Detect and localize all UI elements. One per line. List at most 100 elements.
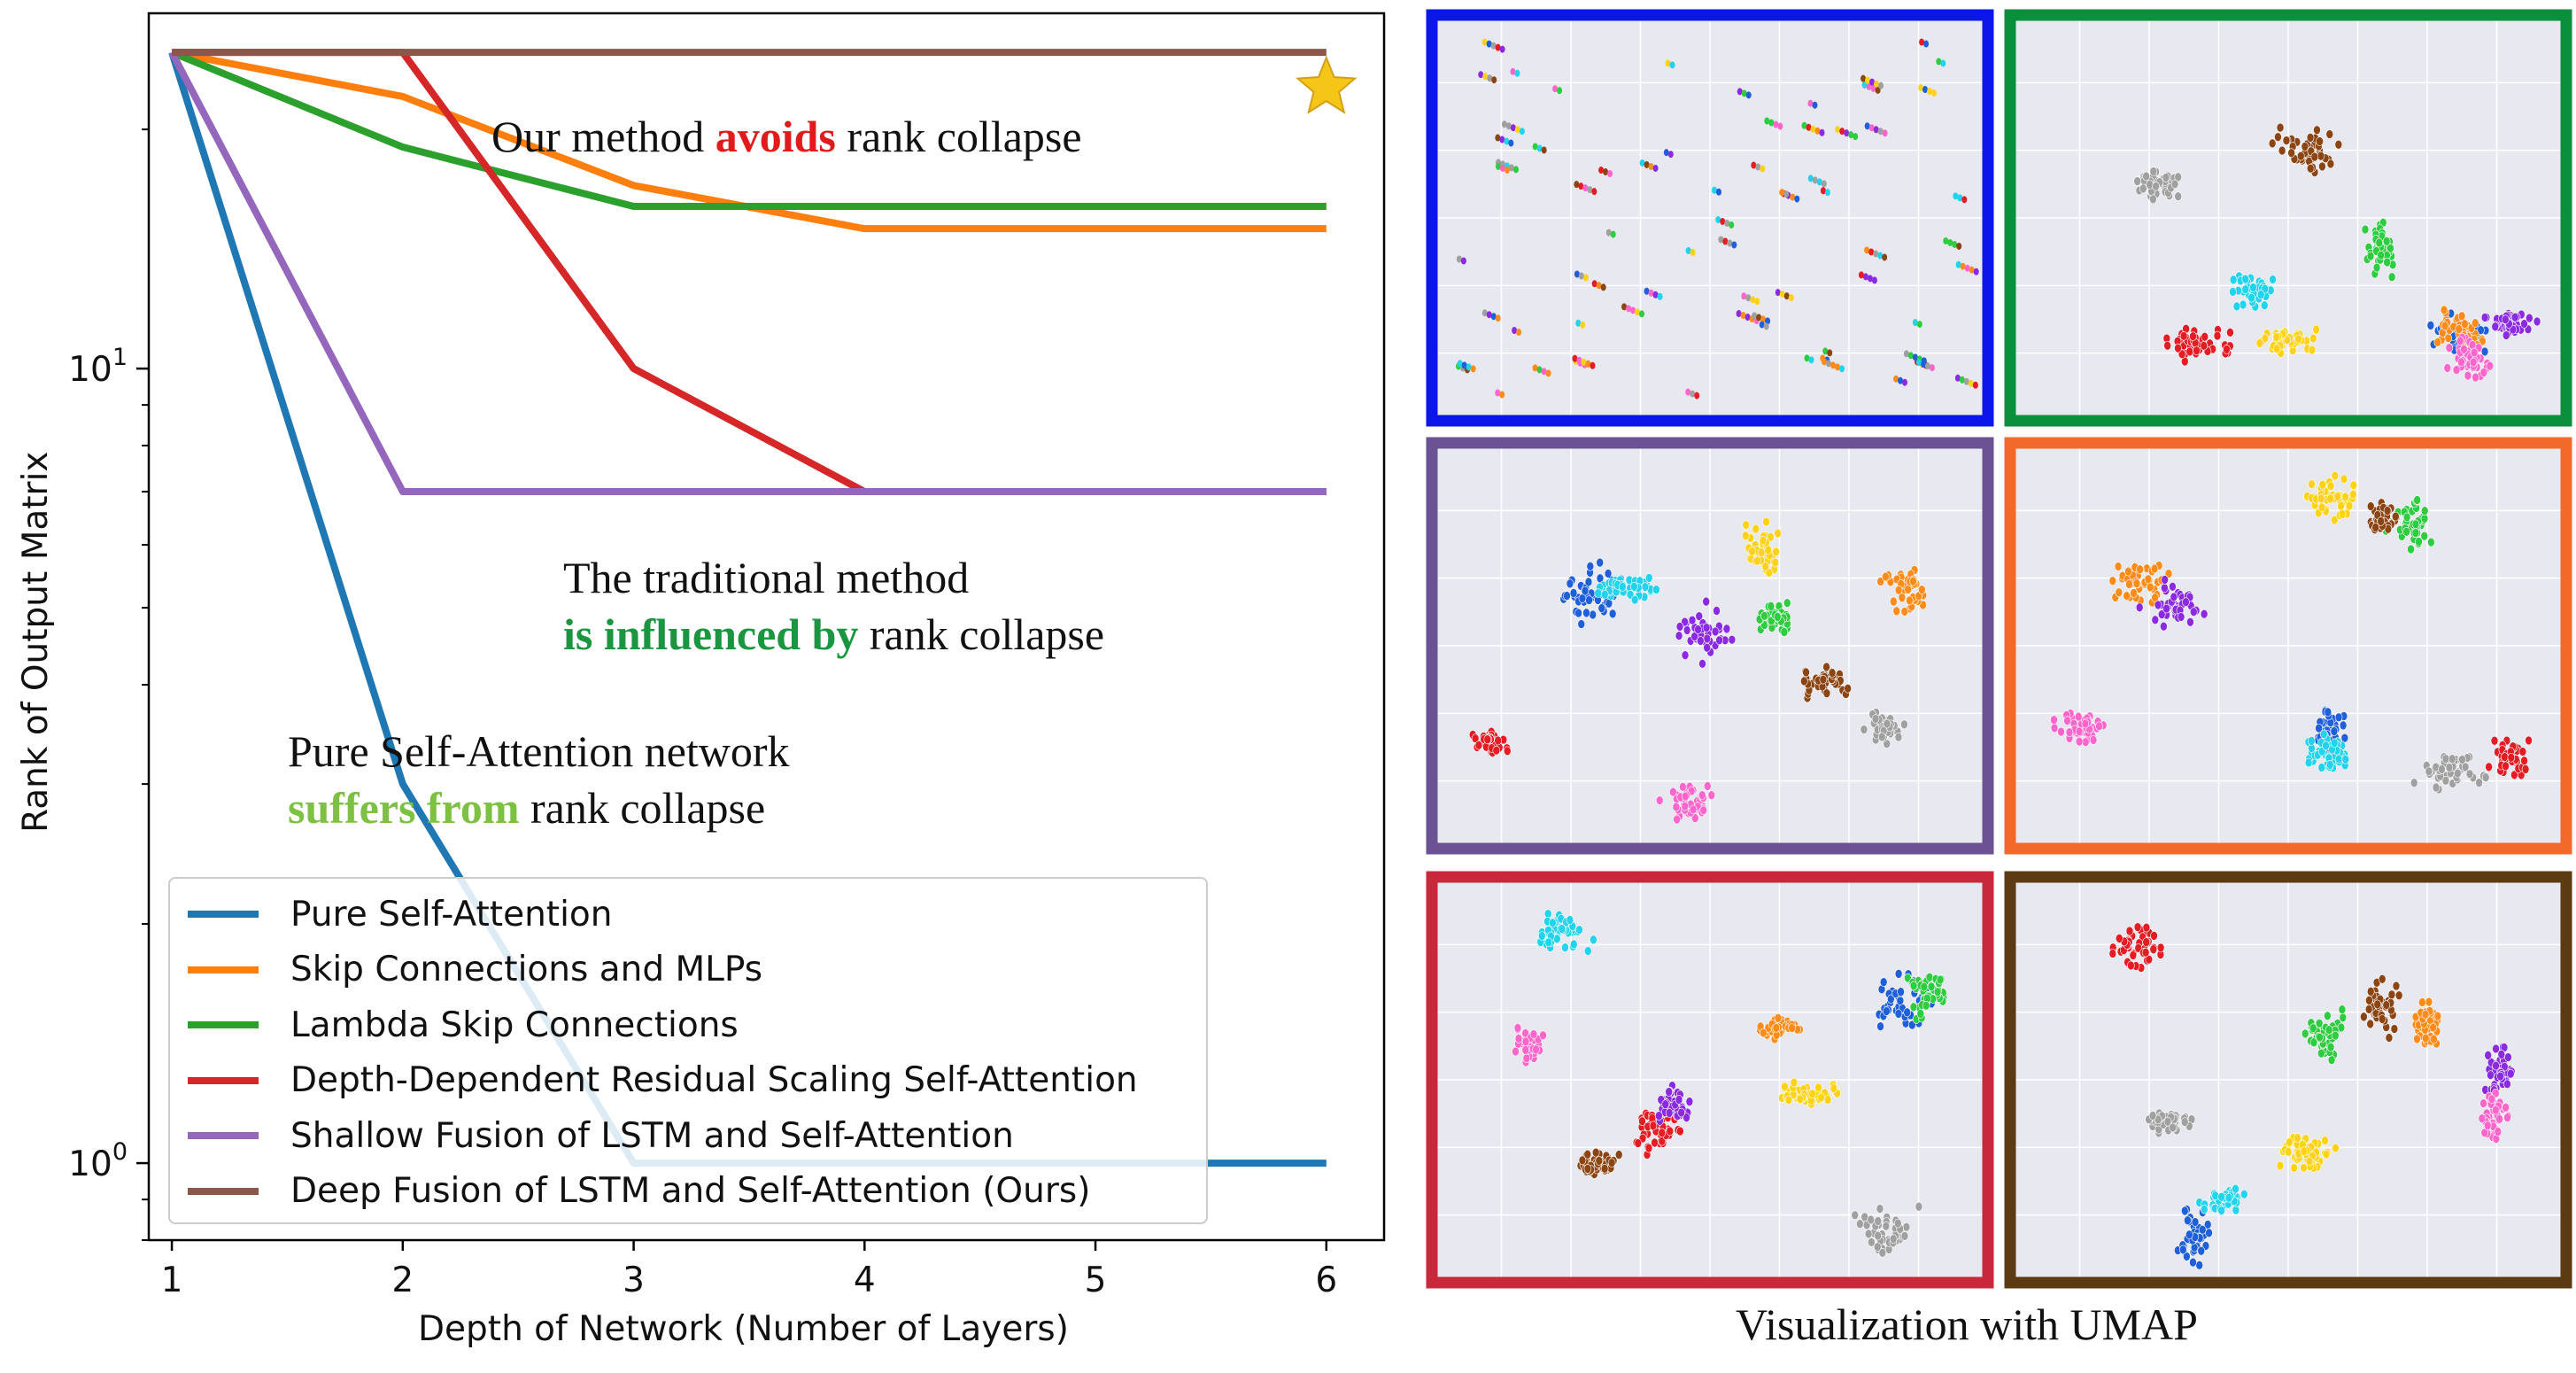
umap-point <box>1460 257 1466 265</box>
umap-point <box>2162 173 2170 182</box>
umap-point <box>1879 977 1888 988</box>
umap-point <box>2308 345 2317 355</box>
umap-point <box>2386 243 2394 253</box>
umap-point <box>1586 562 1595 571</box>
umap-point <box>2217 1191 2225 1202</box>
umap-point <box>2149 194 2157 205</box>
umap-point <box>2366 1019 2374 1029</box>
umap-point <box>2487 1094 2496 1105</box>
umap-point <box>2142 171 2150 182</box>
umap-point <box>1875 86 1881 94</box>
umap-point <box>1812 101 1818 109</box>
umap-point <box>2361 224 2370 235</box>
umap-point <box>1715 188 1721 196</box>
y-tick-label: 100 <box>68 1138 128 1184</box>
umap-point <box>1954 374 1961 382</box>
umap-point <box>1864 122 1870 130</box>
umap-point <box>1512 166 1519 174</box>
umap-point <box>1499 136 1505 144</box>
umap-point <box>2325 129 2334 139</box>
umap-point <box>2333 492 2342 501</box>
umap-point <box>1912 353 1918 361</box>
umap-point <box>1916 321 1922 329</box>
umap-point <box>2309 1037 2318 1048</box>
umap-point <box>1585 360 1591 368</box>
legend-item: Depth-Dependent Residual Scaling Self-At… <box>188 1054 1138 1107</box>
umap-point <box>2418 997 2426 1007</box>
umap-point <box>2316 1032 2324 1043</box>
umap-point <box>2317 493 2325 504</box>
umap-point <box>2433 337 2442 347</box>
umap-point <box>2331 1030 2340 1041</box>
umap-point <box>1804 354 1810 362</box>
umap-point <box>1563 591 1571 601</box>
umap-point <box>1578 1155 1587 1166</box>
umap-point <box>1957 194 1963 202</box>
umap-point <box>1760 611 1768 621</box>
umap-point <box>1510 124 1516 132</box>
umap-point <box>1478 71 1484 79</box>
umap-point <box>2486 361 2495 371</box>
umap-point <box>1513 1023 1522 1033</box>
umap-point <box>2392 981 2401 991</box>
umap-point <box>2326 493 2334 504</box>
umap-point <box>1681 791 1690 802</box>
umap-point <box>1532 143 1538 151</box>
umap-point <box>2421 1009 2430 1020</box>
umap-point <box>1727 239 1733 247</box>
umap-point <box>1644 1143 1653 1153</box>
umap-point <box>1860 725 1868 734</box>
umap-point <box>1906 595 1914 606</box>
umap-point <box>1760 165 1766 173</box>
umap-point <box>1729 221 1735 229</box>
umap-point <box>2124 566 2132 577</box>
umap-point <box>2136 564 2144 575</box>
umap-point <box>2455 324 2464 334</box>
umap-point <box>1630 582 1638 592</box>
series-line-3 <box>170 49 1327 211</box>
umap-point <box>2382 1000 2391 1010</box>
umap-point <box>2360 1012 2368 1022</box>
umap-point <box>2305 1156 2314 1167</box>
umap-point <box>1947 238 1953 246</box>
umap-point <box>2470 347 2479 358</box>
umap-point <box>1972 381 1978 389</box>
umap-point <box>2317 502 2326 513</box>
umap-point <box>2174 172 2182 182</box>
umap-point <box>2229 275 2238 285</box>
umap-point <box>2161 575 2169 585</box>
umap-point <box>1541 146 1547 154</box>
umap-point <box>2338 509 2347 519</box>
umap-panel-purple <box>1426 437 1994 855</box>
umap-point <box>1566 915 1574 925</box>
umap-point <box>2326 1042 2335 1052</box>
umap-point <box>2081 718 2090 729</box>
x-tick-label: 6 <box>1315 1261 1337 1300</box>
umap-point <box>2249 283 2257 292</box>
umap-point <box>1663 149 1669 157</box>
umap-point <box>1582 274 1589 282</box>
umap-point <box>1865 76 1871 84</box>
umap-point <box>2151 615 2160 625</box>
umap-point <box>2152 181 2160 191</box>
legend-item: Skip Connections and MLPs <box>188 943 762 997</box>
umap-point <box>2229 287 2237 297</box>
umap-point <box>1549 918 1557 928</box>
umap-point <box>1614 1150 1623 1160</box>
umap-point <box>2483 1121 2492 1131</box>
umap-point <box>2377 250 2385 260</box>
umap-point <box>2170 592 2178 602</box>
umap-point <box>2453 768 2462 779</box>
umap-point <box>2511 312 2519 322</box>
umap-point <box>1603 168 1609 176</box>
umap-point <box>2332 1143 2340 1153</box>
umap-point <box>2415 537 2423 547</box>
umap-point <box>1675 1095 1683 1105</box>
umap-point <box>1536 366 1543 374</box>
umap-point <box>1889 1234 1898 1244</box>
umap-point <box>1581 358 1587 366</box>
umap-point <box>2496 1071 2504 1082</box>
umap-point <box>1900 607 1909 617</box>
umap-point <box>1759 321 1765 329</box>
umap-point <box>1665 1108 1674 1118</box>
